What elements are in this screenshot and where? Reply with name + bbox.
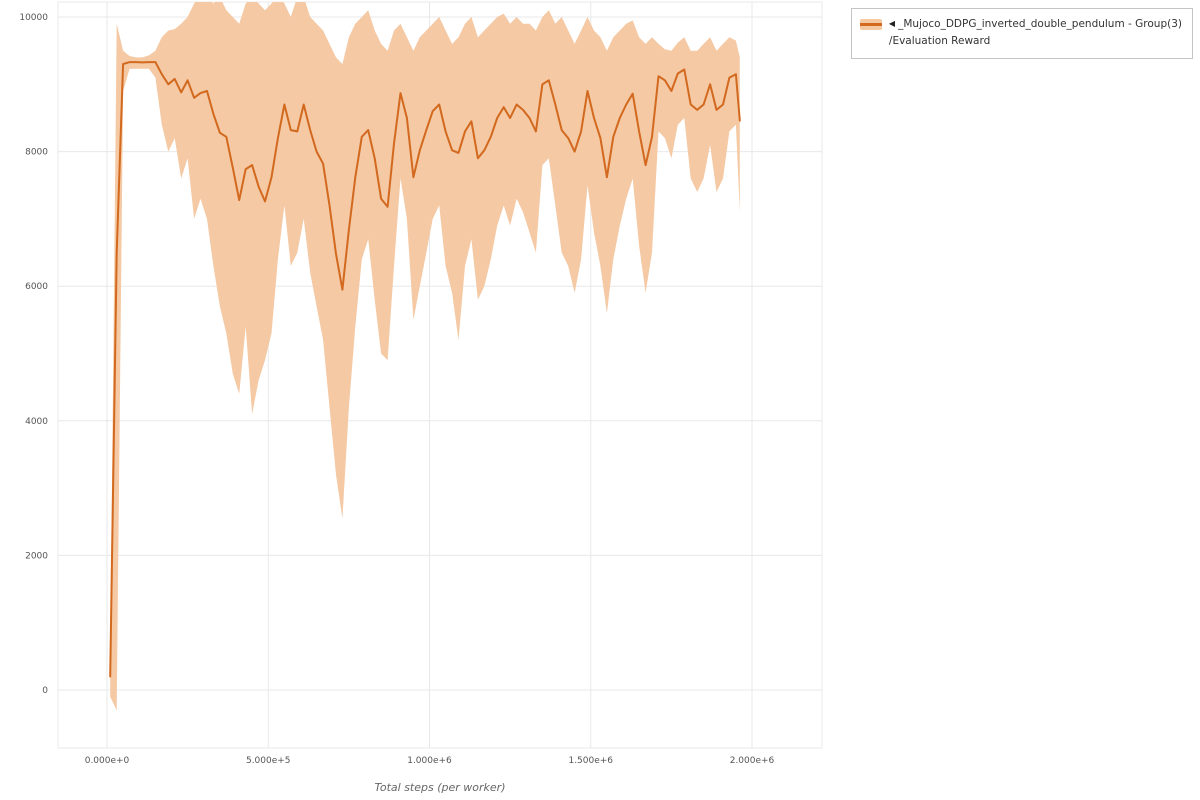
legend[interactable]: ◀ _Mujoco_DDPG_inverted_double_pendulum -… — [850, 8, 1193, 59]
legend-swatch-line — [859, 23, 882, 26]
x-tick-label: 1.000e+6 — [407, 756, 452, 766]
legend-collapse-icon[interactable]: ◀ — [888, 19, 896, 28]
x-tick-label: 2.000e+6 — [730, 756, 775, 766]
y-tick-label: 10000 — [19, 13, 48, 23]
confidence-band — [110, 2, 740, 711]
x-tick-label: 1.500e+6 — [568, 756, 613, 766]
legend-series-swatch — [859, 19, 882, 30]
x-tick-label: 0.000e+0 — [85, 756, 130, 766]
x-axis-title: Total steps (per worker) — [374, 781, 506, 794]
legend-entry[interactable]: ◀ _Mujoco_DDPG_inverted_double_pendulum -… — [889, 16, 1182, 50]
y-tick-label: 0 — [42, 686, 48, 696]
x-tick-label: 5.000e+5 — [246, 756, 291, 766]
legend-metric-name: /Evaluation Reward — [888, 34, 991, 47]
plot-border — [57, 1, 823, 749]
legend-series-name[interactable]: _Mujoco_DDPG_inverted_double_pendulum - … — [898, 18, 1182, 30]
mean-line — [109, 61, 741, 678]
y-tick-label: 6000 — [25, 282, 48, 292]
y-tick-label: 4000 — [25, 417, 48, 427]
y-tick-label: 2000 — [25, 551, 48, 561]
y-tick-label: 8000 — [25, 148, 48, 158]
